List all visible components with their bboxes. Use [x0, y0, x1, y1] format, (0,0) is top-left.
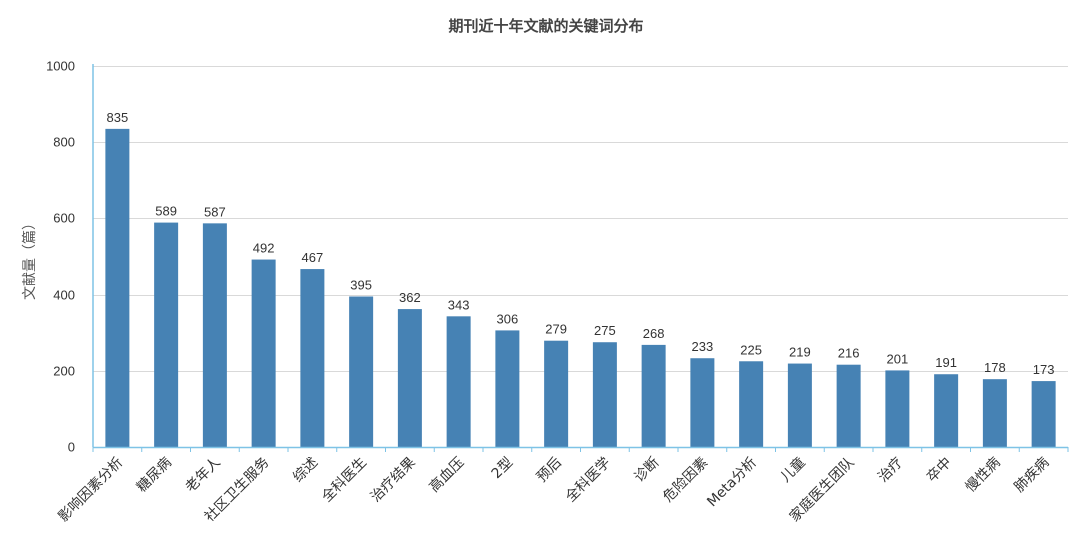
- bar: [982, 379, 1007, 447]
- x-tick-label: 2型: [489, 455, 517, 483]
- data-label: 395: [350, 278, 372, 293]
- x-tick-label: 治疗: [875, 455, 906, 486]
- x-tick-label: 糖尿病: [134, 455, 175, 496]
- bar: [1031, 381, 1056, 447]
- x-tick-label: Meta分析: [704, 455, 760, 511]
- bar: [251, 259, 276, 447]
- x-tick-label: 全科医学: [562, 454, 614, 506]
- y-tick-label: 0: [68, 440, 75, 455]
- y-tick-label: 600: [53, 211, 75, 226]
- bar: [495, 330, 520, 447]
- data-label: 173: [1033, 362, 1055, 377]
- bar: [885, 370, 910, 447]
- x-tick-label: 儿童: [777, 454, 809, 486]
- data-label: 219: [789, 345, 811, 360]
- x-tick-label: 肺疾病: [1011, 455, 1052, 496]
- x-tick-label: 卒中: [924, 455, 955, 486]
- bar: [202, 223, 227, 447]
- x-tick-label: 综述: [290, 455, 321, 486]
- y-axis-label: 文献量（篇）: [22, 216, 38, 300]
- y-tick-label: 200: [53, 364, 75, 379]
- data-label: 343: [448, 297, 470, 312]
- y-tick-label: 800: [53, 135, 75, 150]
- bar: [592, 342, 617, 447]
- bar: [690, 358, 715, 447]
- data-label: 306: [497, 311, 519, 326]
- bar: [787, 363, 812, 447]
- x-tick-label: 老年人: [183, 455, 224, 496]
- bars: 835 589 587 492 467 395 362 343 306 279 275 268 233 2…: [105, 110, 1056, 447]
- data-label: 362: [399, 290, 421, 305]
- data-label: 268: [643, 326, 665, 341]
- bar: [739, 361, 764, 447]
- bar: [300, 269, 325, 447]
- bar: [349, 296, 374, 447]
- y-tick-label: 400: [53, 288, 75, 303]
- data-label: 191: [935, 355, 957, 370]
- data-label: 835: [107, 110, 129, 125]
- data-label: 279: [545, 322, 567, 337]
- x-tick-label: 治疗结果: [368, 455, 419, 506]
- x-tick-label: 影响因素分析: [55, 455, 126, 526]
- bar: [544, 340, 569, 447]
- data-label: 275: [594, 323, 616, 338]
- bar: [836, 364, 861, 447]
- data-label: 589: [155, 204, 177, 219]
- data-label: 178: [984, 360, 1006, 375]
- x-tick-label: 危险因素: [660, 455, 711, 506]
- bar: [641, 344, 666, 447]
- bar: [154, 222, 179, 447]
- x-tick-label: 高血压: [426, 454, 468, 496]
- y-tick-label: 1000: [46, 59, 75, 74]
- x-tick-label: 预后: [534, 455, 565, 486]
- data-label: 587: [204, 204, 226, 219]
- data-label: 492: [253, 241, 275, 256]
- data-label: 225: [740, 342, 762, 357]
- data-label: 216: [838, 346, 860, 361]
- data-label: 467: [302, 250, 324, 265]
- bar: [934, 374, 959, 447]
- bar: [105, 128, 130, 447]
- x-tick-label: 诊断: [631, 455, 662, 486]
- bar: [446, 316, 471, 447]
- x-tick-label: 全科医生: [318, 454, 370, 506]
- x-tick-label: 慢性病: [962, 454, 1004, 496]
- chart-title: 期刊近十年文献的关键词分布: [448, 17, 643, 35]
- grid-lines: [93, 66, 1068, 372]
- bar: [397, 309, 422, 447]
- data-label: 201: [887, 351, 909, 366]
- data-label: 233: [692, 339, 714, 354]
